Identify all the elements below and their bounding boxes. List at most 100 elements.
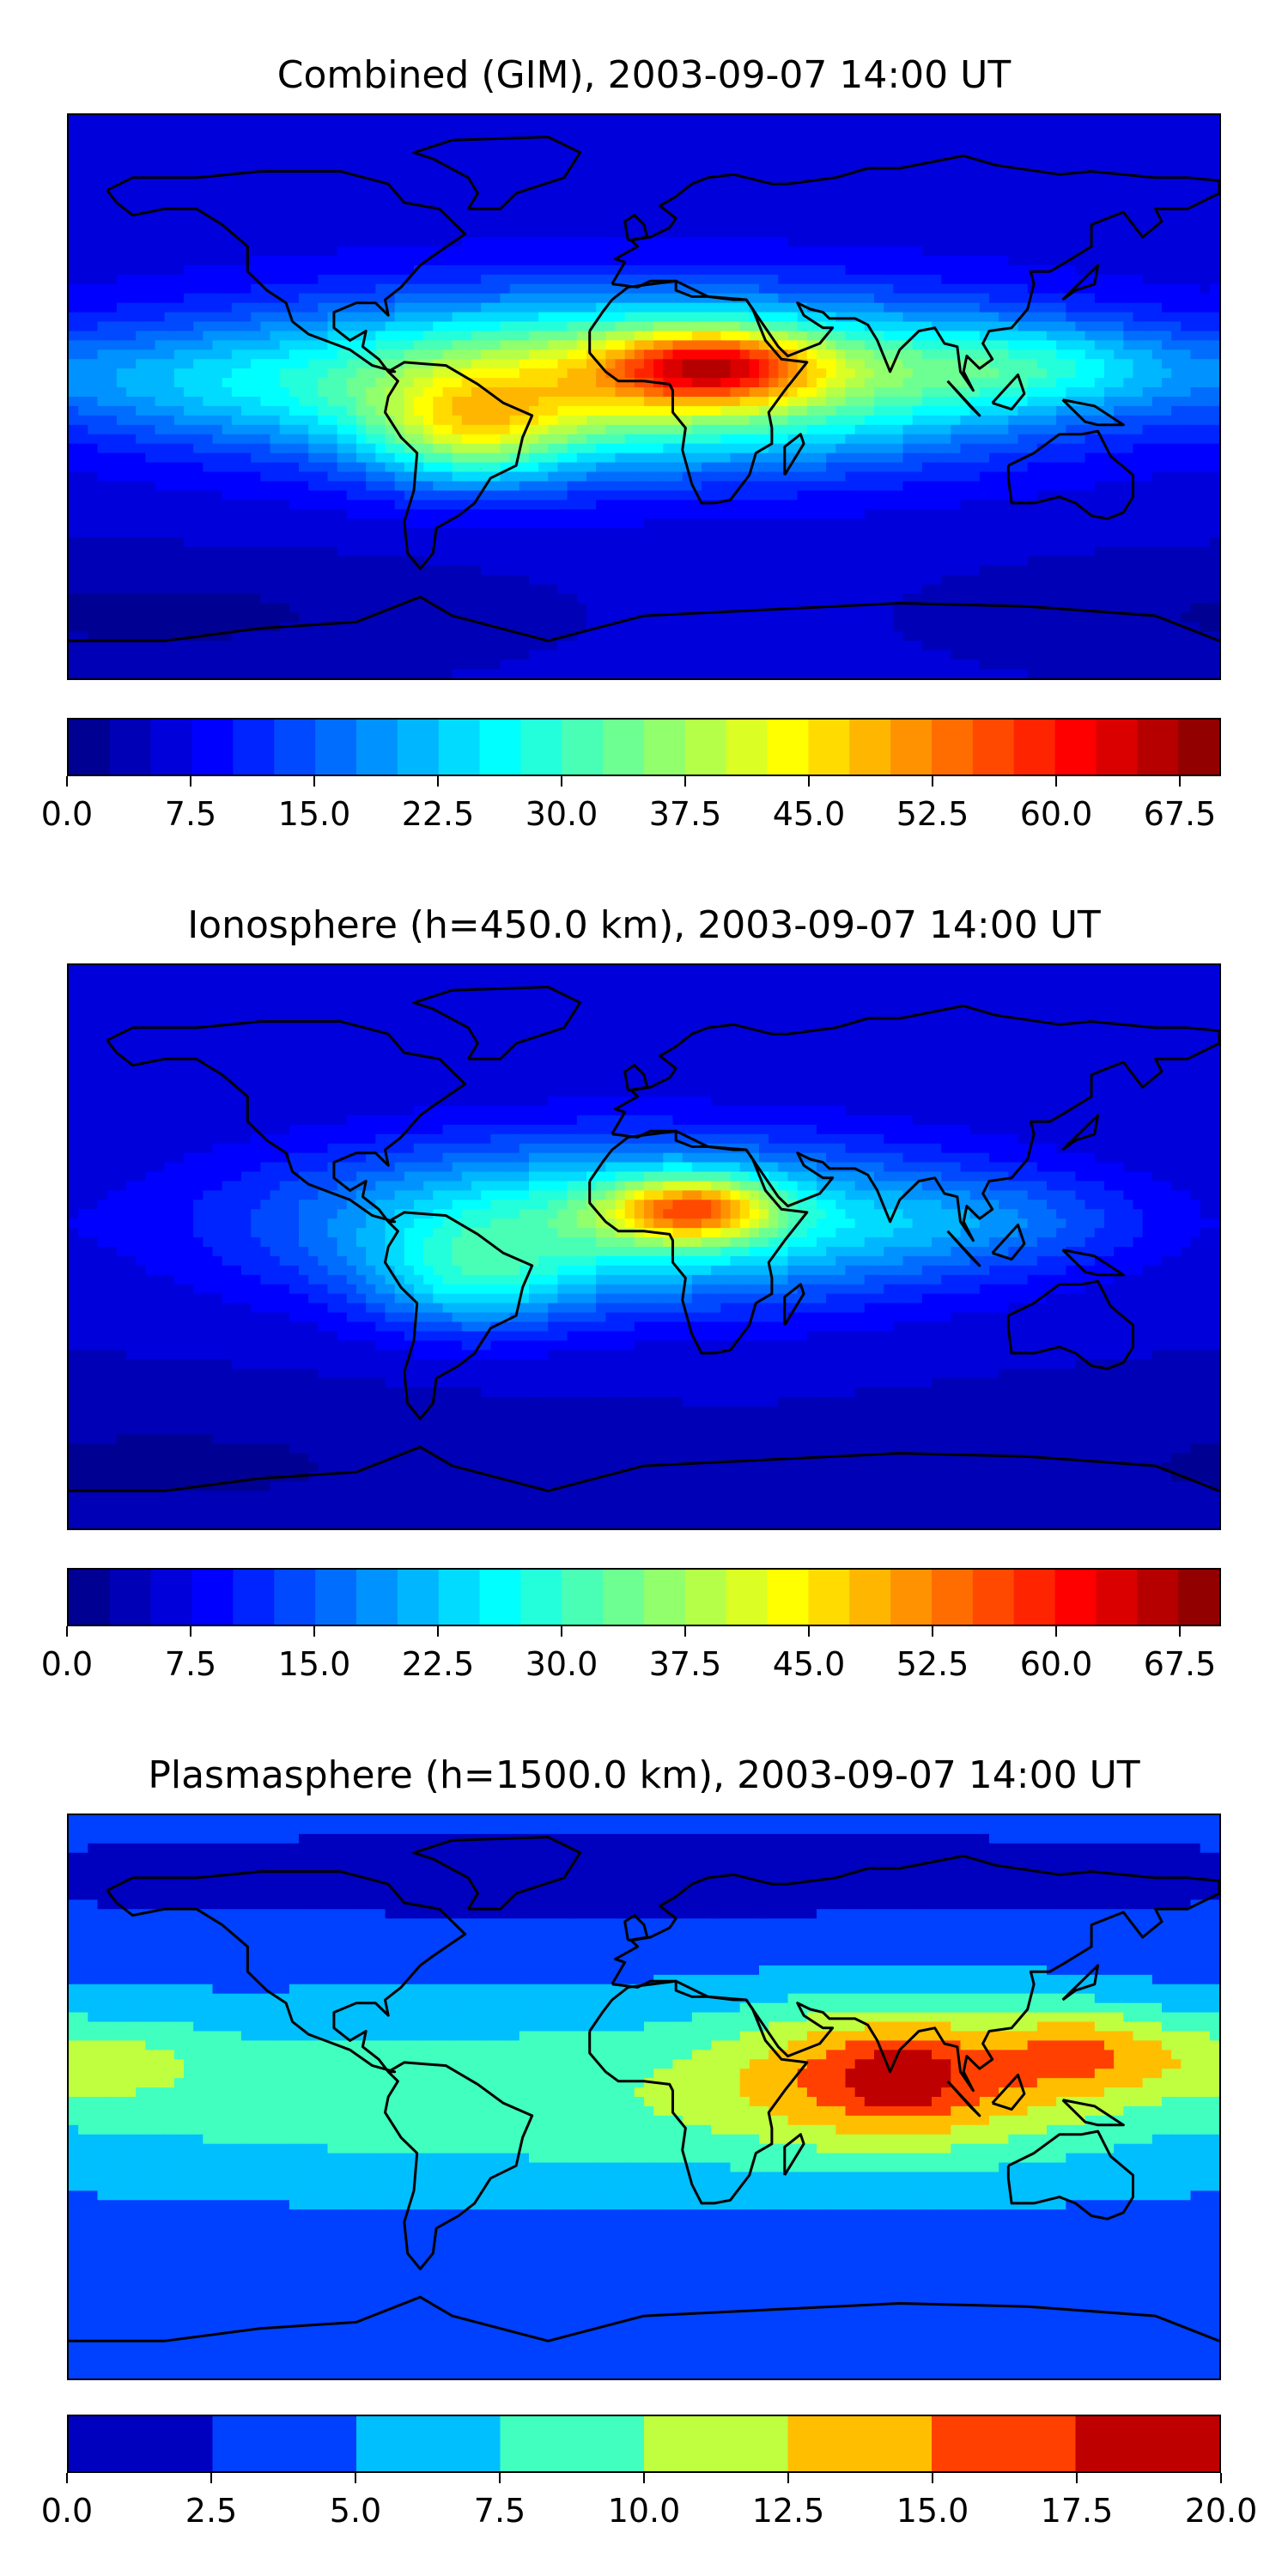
- heatmap-cell: [212, 312, 223, 323]
- heatmap-cell: [826, 349, 836, 360]
- heatmap-cell: [912, 481, 923, 491]
- heatmap-cell: [1133, 293, 1144, 304]
- heatmap-cell: [126, 124, 137, 135]
- heatmap-cell: [787, 246, 799, 257]
- heatmap-cell: [471, 161, 482, 173]
- heatmap-cell: [989, 152, 999, 163]
- heatmap-cell: [414, 405, 424, 416]
- heatmap-cell: [433, 349, 444, 360]
- heatmap-cell: [711, 237, 721, 247]
- heatmap-cell: [442, 443, 453, 454]
- heatmap-cell: [1200, 387, 1211, 398]
- heatmap-cell: [1142, 471, 1153, 482]
- heatmap-cell: [356, 481, 367, 491]
- heatmap-cell: [576, 152, 587, 163]
- heatmap-cell: [404, 471, 415, 482]
- heatmap-cell: [1036, 283, 1048, 295]
- heatmap-cell: [136, 264, 146, 276]
- heatmap-cell: [1075, 415, 1086, 426]
- heatmap-cell: [902, 340, 914, 350]
- heatmap-cell: [164, 424, 175, 435]
- heatmap-cell: [490, 368, 501, 379]
- heatmap-cell: [308, 190, 319, 200]
- heatmap-cell: [164, 349, 175, 360]
- heatmap-cell: [759, 133, 769, 144]
- heatmap-cell: [682, 143, 693, 154]
- heatmap-cell: [797, 340, 808, 350]
- heatmap-cell: [1056, 462, 1066, 473]
- heatmap-cell: [653, 302, 664, 313]
- heatmap-cell: [1190, 321, 1201, 332]
- heatmap-cell: [787, 264, 799, 276]
- heatmap-cell: [1181, 124, 1192, 135]
- heatmap-cell: [702, 199, 712, 210]
- heatmap-cell: [960, 124, 971, 135]
- heatmap-cell: [251, 124, 261, 135]
- heatmap-cell: [921, 152, 933, 163]
- heatmap-cell: [1084, 462, 1096, 473]
- heatmap-cell: [289, 274, 300, 285]
- heatmap-cell: [1209, 228, 1219, 238]
- heatmap-cell: [596, 321, 606, 332]
- heatmap-cell: [979, 490, 990, 501]
- heatmap-cell: [817, 424, 827, 435]
- heatmap-cell: [1075, 152, 1086, 163]
- heatmap-cell: [653, 171, 664, 182]
- heatmap-cell: [1123, 349, 1134, 360]
- heatmap-cell: [1190, 143, 1201, 154]
- heatmap-cell: [576, 331, 587, 341]
- heatmap-cell: [289, 199, 300, 210]
- heatmap-cell: [1056, 302, 1066, 313]
- heatmap-cell: [682, 481, 693, 491]
- heatmap-cell: [461, 246, 472, 257]
- heatmap-cell: [423, 471, 434, 482]
- heatmap-cell: [404, 190, 415, 200]
- heatmap-cell: [538, 443, 549, 454]
- heatmap-cell: [126, 228, 137, 238]
- heatmap-cell: [299, 443, 309, 454]
- heatmap-cell: [346, 397, 357, 407]
- heatmap-cell: [442, 331, 453, 341]
- heatmap-cell: [69, 405, 79, 416]
- heatmap-cell: [854, 228, 866, 238]
- heatmap-cell: [385, 152, 396, 163]
- heatmap-cell: [769, 293, 779, 304]
- heatmap-cell: [318, 293, 329, 304]
- heatmap-cell: [375, 424, 386, 435]
- heatmap-cell: [730, 256, 741, 266]
- heatmap-cell: [691, 340, 702, 350]
- heatmap-cell: [682, 199, 693, 210]
- heatmap-cell: [375, 434, 386, 445]
- heatmap-cell: [682, 115, 693, 125]
- heatmap-cell: [126, 199, 137, 210]
- heatmap-cell: [500, 143, 511, 154]
- heatmap-cell: [184, 331, 194, 341]
- heatmap-cell: [932, 161, 942, 173]
- heatmap-cell: [797, 424, 808, 435]
- heatmap-cell: [519, 312, 530, 323]
- heatmap-cell: [1056, 264, 1066, 276]
- heatmap-cell: [921, 471, 933, 482]
- heatmap-cell: [1114, 264, 1124, 276]
- heatmap-cell: [749, 237, 760, 247]
- heatmap-cell: [500, 283, 511, 295]
- heatmap-cell: [1036, 387, 1048, 398]
- heatmap-cell: [327, 378, 338, 388]
- heatmap-cell: [1133, 349, 1144, 360]
- heatmap-cell: [260, 190, 271, 200]
- heatmap-cell: [672, 264, 683, 276]
- heatmap-cell: [241, 246, 252, 257]
- heatmap-cell: [356, 124, 367, 135]
- heatmap-cell: [999, 387, 1009, 398]
- heatmap-cell: [1094, 331, 1105, 341]
- heatmap-cell: [193, 378, 204, 388]
- heatmap-cell: [682, 161, 693, 173]
- heatmap-cell: [116, 387, 127, 398]
- heatmap-cell: [817, 368, 827, 379]
- heatmap-cell: [691, 349, 702, 360]
- heatmap-cell: [634, 293, 645, 304]
- heatmap-cell: [529, 237, 539, 247]
- heatmap-cell: [375, 443, 386, 454]
- heatmap-cell: [184, 321, 194, 332]
- heatmap-cell: [1151, 256, 1163, 266]
